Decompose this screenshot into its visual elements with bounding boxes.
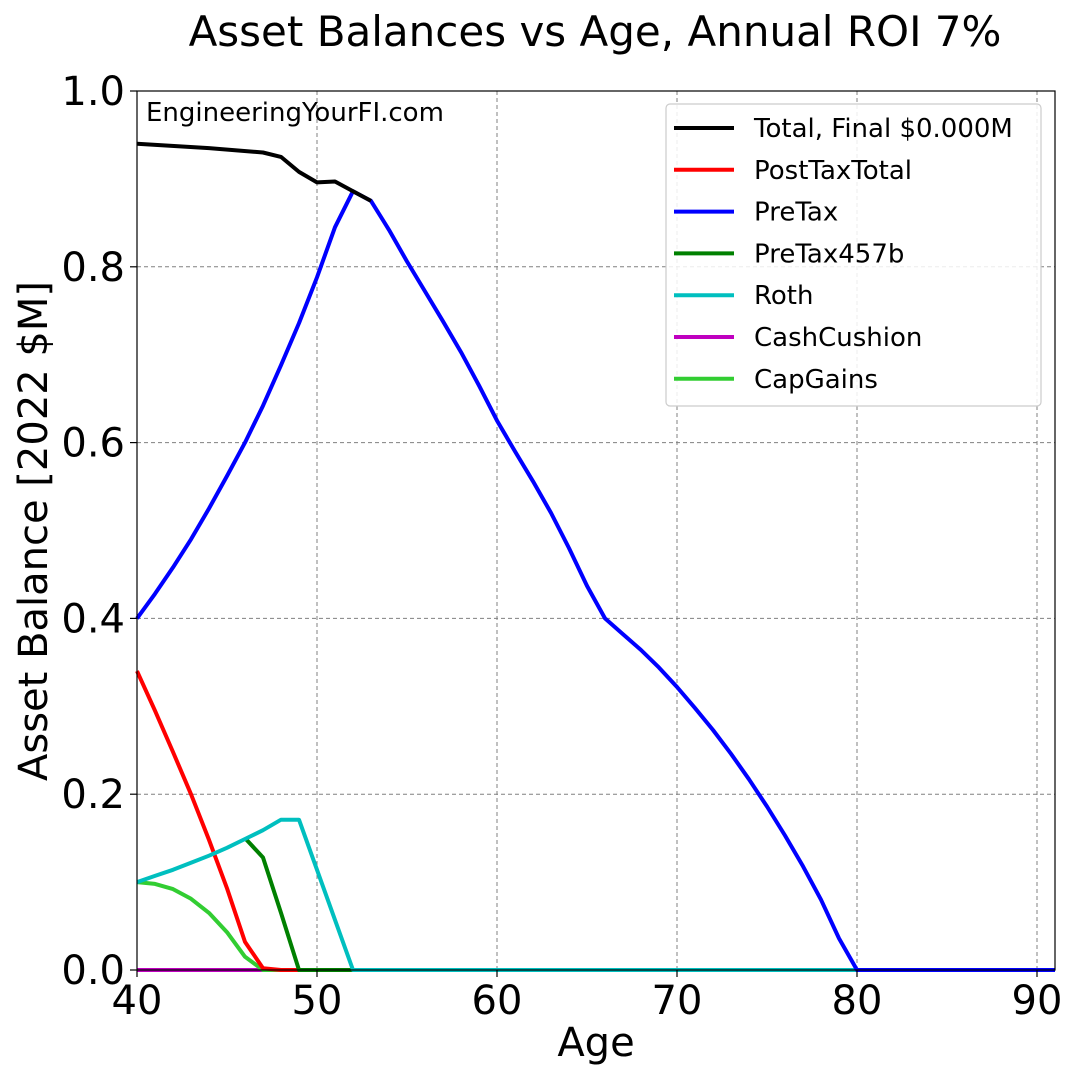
x-tick-label: 40	[112, 978, 163, 1024]
y-tick-label: 0.6	[61, 421, 125, 467]
chart-title: Asset Balances vs Age, Annual ROI 7%	[189, 7, 1002, 56]
series-line-total-final-0-000m	[136, 141, 372, 203]
x-tick-label: 60	[472, 978, 523, 1024]
legend-box	[665, 103, 1042, 407]
series-line-pretax	[135, 189, 1055, 972]
x-tick-label: 80	[832, 978, 883, 1024]
legend: Total, Final $0.000M PostTaxTotal PreTax Pr…	[665, 103, 1042, 407]
legend-label: CapGains	[754, 365, 878, 395]
y-tick-label: 0.8	[61, 245, 125, 291]
legend-label: Roth	[754, 281, 813, 311]
y-tick-label: 1.0	[61, 69, 125, 115]
x-tick-label: 70	[652, 978, 703, 1024]
x-tick-label: 90	[1012, 978, 1063, 1024]
x-tick-label: 50	[292, 978, 343, 1024]
series-line-roth	[136, 817, 1055, 972]
axis-ticks: 40 50 60 70 80 90 0.0 0.2 0.4 0.6 0.8 1.0	[61, 69, 1062, 1024]
y-tick-label: 0.4	[61, 596, 125, 642]
y-axis-label: Asset Balance [2022 $M]	[11, 281, 57, 781]
legend-label: Total, Final $0.000M	[753, 114, 1013, 144]
series-line-capgains	[136, 880, 1055, 972]
legend-label: PreTax457b	[754, 239, 904, 269]
legend-label: PostTaxTotal	[754, 156, 912, 186]
y-tick-label: 0.0	[61, 948, 125, 994]
legend-label: PreTax	[754, 198, 838, 228]
watermark-text: EngineeringYourFI.com	[146, 98, 444, 128]
y-tick-label: 0.2	[61, 772, 125, 818]
series-line-pretax457b	[243, 836, 1055, 972]
series-line-posttaxtotal	[135, 670, 1055, 972]
legend-label: CashCushion	[754, 323, 922, 353]
plot-frame	[136, 90, 1056, 971]
x-axis-label: Age	[557, 1020, 634, 1066]
